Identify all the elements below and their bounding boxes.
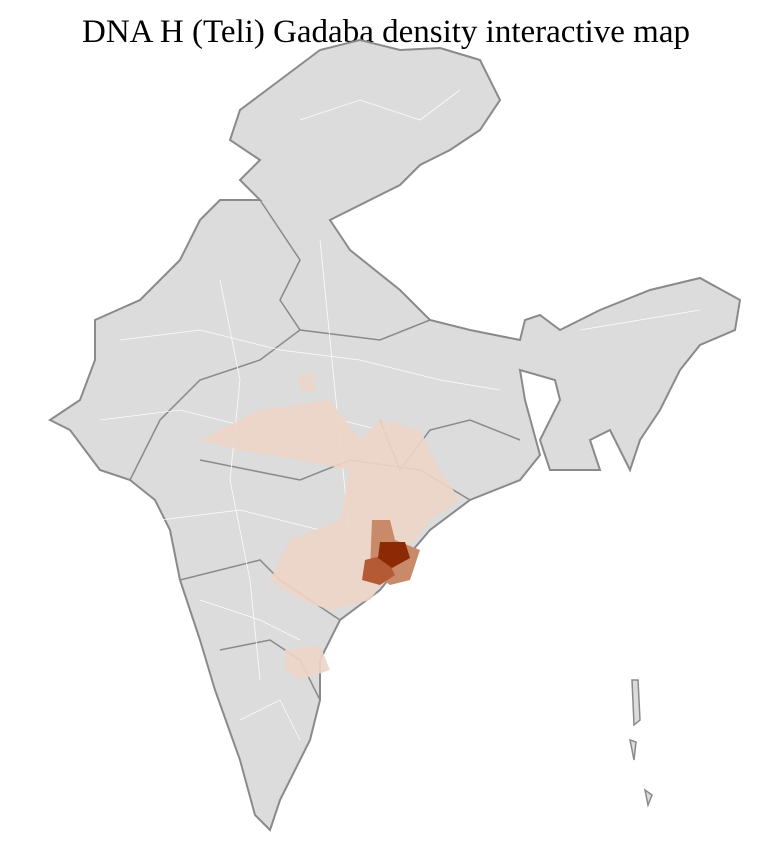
islands	[629, 679, 653, 808]
map-title: DNA H (Teli) Gadaba density interactive …	[82, 14, 690, 50]
region-low-north	[298, 372, 316, 392]
density-regions[interactable]	[200, 372, 460, 680]
region-max	[378, 542, 410, 568]
region-low-south	[285, 645, 330, 680]
